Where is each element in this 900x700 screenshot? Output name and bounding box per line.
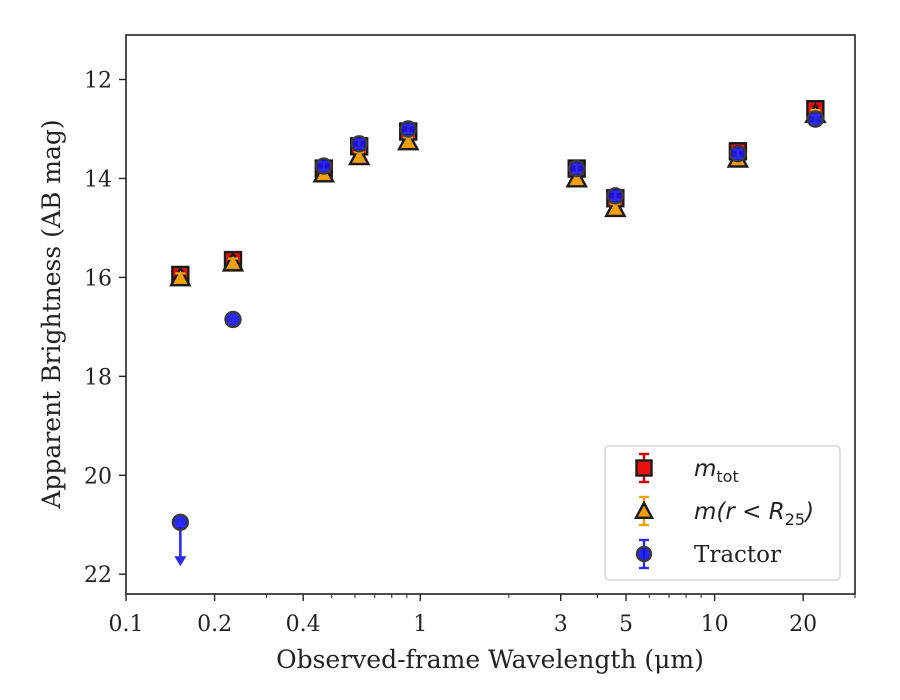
x-tick-label: 1 bbox=[413, 612, 427, 637]
x-tick-label: 10 bbox=[701, 612, 729, 637]
legend-item: Tractor bbox=[635, 538, 781, 570]
y-tick-label: 22 bbox=[84, 563, 112, 588]
x-tick-label: 0.2 bbox=[197, 612, 232, 637]
y-tick-label: 18 bbox=[84, 365, 112, 390]
y-tick-label: 12 bbox=[84, 69, 112, 94]
series-square bbox=[171, 100, 825, 285]
upper-limit-arrowhead bbox=[174, 556, 187, 567]
x-tick-label: 0.4 bbox=[286, 612, 321, 637]
legend-marker bbox=[635, 545, 653, 563]
x-axis-title: Observed-frame Wavelength (μm) bbox=[276, 645, 704, 674]
legend-label: mtot bbox=[694, 456, 739, 486]
x-axis: 0.1 0.2 0.4 1 3 5 10 20 bbox=[109, 594, 856, 637]
legend: mtot m(r < R25) Tractor bbox=[604, 445, 841, 581]
legend-item: m(r < R25) bbox=[633, 495, 814, 529]
legend-marker bbox=[635, 459, 653, 477]
series-circle bbox=[171, 110, 825, 567]
x-tick-label: 0.1 bbox=[109, 612, 144, 637]
x-tick-label: 20 bbox=[789, 612, 817, 637]
y-axis-title: Apparent Brightness (AB mag) bbox=[37, 119, 66, 509]
legend-item: mtot bbox=[635, 452, 739, 486]
legend-label: m(r < R25) bbox=[694, 499, 814, 529]
legend-box bbox=[604, 445, 841, 581]
plot-frame bbox=[125, 34, 856, 595]
y-axis: 12 14 16 18 20 22 bbox=[84, 69, 126, 588]
x-tick-label: 5 bbox=[619, 612, 633, 637]
legend-marker bbox=[633, 500, 655, 520]
y-tick-label: 14 bbox=[84, 167, 112, 192]
y-tick-label: 20 bbox=[84, 464, 112, 489]
legend-label: Tractor bbox=[694, 542, 781, 568]
x-tick-label: 3 bbox=[554, 612, 568, 637]
y-tick-label: 16 bbox=[84, 266, 112, 291]
series-triangle bbox=[169, 102, 827, 287]
chart-marks bbox=[169, 100, 827, 567]
